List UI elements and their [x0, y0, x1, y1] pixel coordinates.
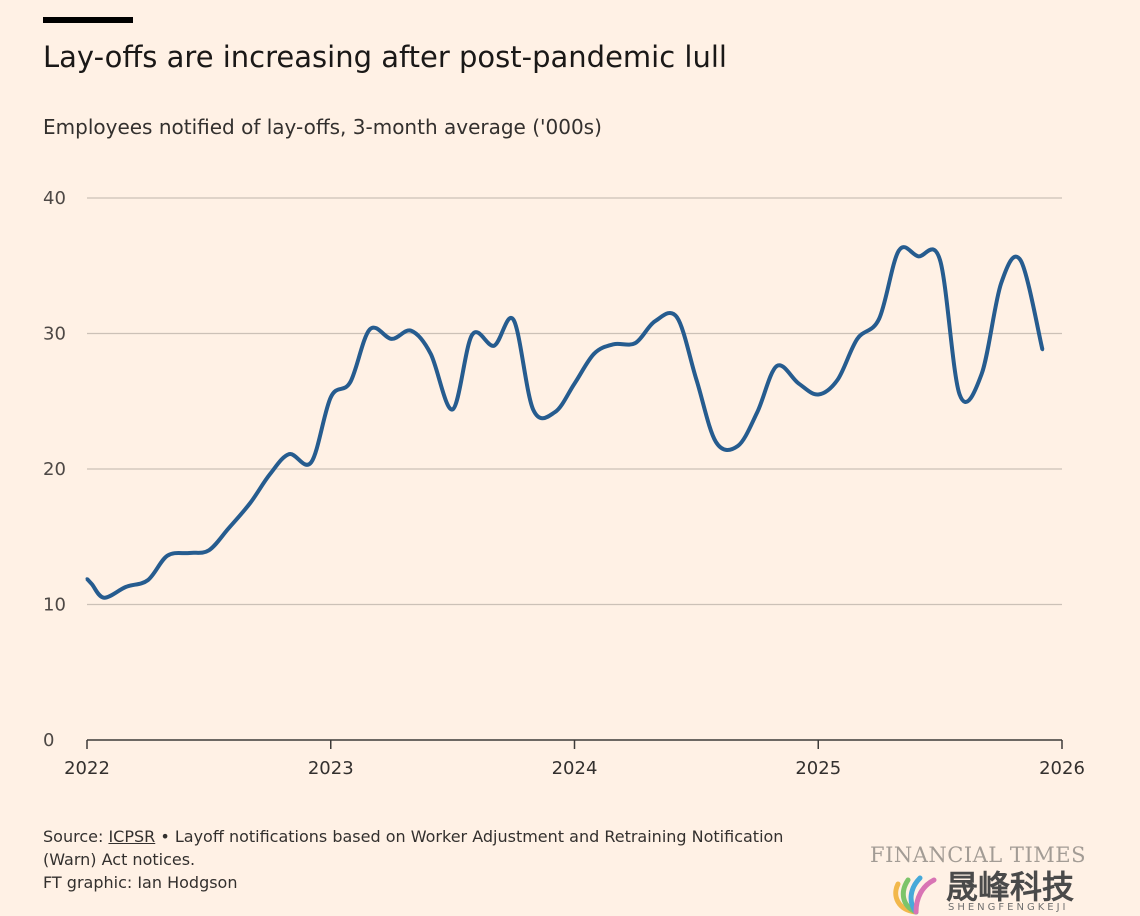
data-point: [531, 407, 535, 411]
chart-footer: Source: ICPSR • Layoff notifications bas…: [43, 825, 783, 894]
y-tick-label-30: 30: [43, 324, 66, 345]
data-point: [268, 472, 272, 476]
data-point: [390, 337, 394, 341]
data-point: [980, 372, 984, 376]
data-point: [958, 392, 962, 396]
data-point: [470, 333, 474, 337]
data-point: [877, 317, 881, 321]
data-point: [309, 460, 313, 464]
source-line-2: (Warn) Act notices.: [43, 850, 196, 869]
data-point: [553, 410, 557, 414]
data-point: [124, 585, 128, 589]
data-point: [102, 596, 106, 600]
x-tick-label-2022: 2022: [64, 758, 110, 779]
y-axis-labels: 0 10 20 30 40: [43, 188, 66, 751]
data-point: [329, 395, 333, 399]
title-accent-bar: [43, 17, 133, 23]
source-prefix: Source:: [43, 827, 109, 846]
data-point: [429, 352, 433, 356]
data-point: [512, 318, 516, 322]
source-link[interactable]: ICPSR: [108, 827, 156, 846]
x-tick-label-2026: 2026: [1039, 758, 1085, 779]
chart-subtitle: Employees notified of lay-offs, 3-month …: [43, 115, 602, 139]
x-tick-label-2023: 2023: [308, 758, 354, 779]
data-point: [1019, 258, 1023, 262]
data-point: [90, 582, 94, 586]
data-point: [1041, 348, 1044, 352]
data-point: [816, 392, 820, 396]
watermark-chinese-text: 晟峰科技: [946, 868, 1075, 906]
data-point: [714, 440, 718, 444]
data-point: [226, 527, 230, 531]
line-chart: 0 10 20 30 40 2022 2023 2024 2025 2026: [43, 188, 1085, 779]
data-point: [368, 327, 372, 331]
data-point: [938, 258, 942, 262]
series-layer: [85, 245, 1045, 600]
data-point: [675, 315, 679, 319]
data-point: [694, 378, 698, 382]
source-description: • Layoff notifications based on Worker A…: [155, 827, 784, 846]
data-point: [855, 337, 859, 341]
x-axis: 2022 2023 2024 2025 2026: [64, 740, 1085, 779]
watermark-english-text: SHENGFENGKEJI: [948, 902, 1069, 913]
y-tick-label-40: 40: [43, 188, 66, 209]
series-line-0: [85, 245, 1045, 600]
data-point: [287, 452, 291, 456]
data-point: [573, 382, 576, 386]
data-point: [612, 342, 615, 346]
chart-title: Lay-offs are increasing after post-pande…: [43, 40, 727, 74]
data-point: [85, 577, 89, 581]
graphic-credit: FT graphic: Ian Hodgson: [43, 873, 238, 892]
x-tick-label-2024: 2024: [552, 758, 598, 779]
x-tick-label-2025: 2025: [795, 758, 841, 779]
data-point: [348, 380, 352, 384]
y-tick-label-0: 0: [43, 730, 54, 751]
source-line: Source: ICPSR • Layoff notifications bas…: [43, 825, 783, 848]
watermark: 晟峰科技 SHENGFENGKEJI: [890, 862, 1100, 916]
data-point: [451, 407, 455, 411]
data-point: [736, 444, 740, 448]
data-point: [187, 551, 191, 555]
data-point: [633, 341, 637, 345]
data-point: [775, 364, 779, 368]
data-point: [592, 352, 596, 356]
data-point: [207, 548, 211, 552]
data-point: [409, 329, 413, 333]
data-point: [999, 281, 1003, 285]
gridlines: [87, 197, 1062, 741]
data-point: [836, 378, 840, 382]
watermark-logo-icon: [893, 875, 937, 915]
data-point: [165, 554, 169, 558]
data-point: [146, 578, 150, 582]
data-point: [492, 344, 496, 348]
data-point: [653, 319, 657, 323]
data-point: [897, 249, 901, 253]
y-tick-label-20: 20: [43, 459, 66, 480]
data-point: [916, 254, 920, 258]
y-tick-label-10: 10: [43, 595, 66, 616]
data-point: [755, 410, 759, 414]
data-point: [797, 382, 801, 386]
data-point: [248, 501, 252, 505]
publisher-logo: FINANCIAL TIMES: [870, 843, 1086, 867]
